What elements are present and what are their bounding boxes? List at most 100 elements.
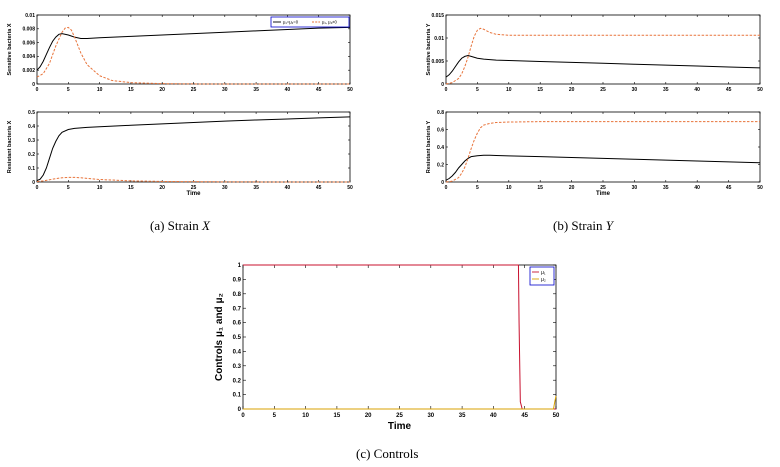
x-tick-label: 5 — [476, 87, 479, 93]
series-line-1 — [445, 27, 760, 85]
x-tick-label: 20 — [159, 185, 165, 191]
x-tick-label: 5 — [273, 413, 277, 419]
x-tick-label: 45 — [521, 413, 528, 419]
x-tick-label: 15 — [334, 413, 341, 419]
y-tick-label: 0.01 — [434, 36, 444, 42]
x-tick-label: 30 — [222, 185, 228, 191]
x-tick-label: 30 — [427, 413, 434, 419]
y-tick-label: 0.5 — [28, 110, 35, 116]
x-tick-label: 50 — [347, 87, 353, 93]
legend-label: μ₂ — [541, 277, 546, 283]
series-line-0 — [36, 26, 351, 71]
y-tick-label: 0 — [441, 180, 444, 186]
plot-frame — [445, 14, 761, 85]
x-tick-label: 10 — [506, 185, 512, 191]
y-axis-label: Controls μ₁ and μ₂ — [214, 293, 225, 381]
chart-b-bottom: 0 5 10 15 20 25 30 35 40 45 50 0 0.2 0.4 0.6 0.8 Time Res… — [426, 110, 763, 197]
x-tick-label: 40 — [490, 413, 497, 419]
y-tick-label: 0 — [32, 82, 35, 88]
y-tick-label: 0 — [441, 82, 444, 88]
y-axis-label: Sensitive bacteria X — [7, 23, 13, 75]
y-tick-label: 0.7 — [233, 306, 242, 312]
y-tick-label: 0 — [238, 407, 242, 413]
x-tick-label: 45 — [726, 87, 732, 93]
x-tick-label: 10 — [506, 87, 512, 93]
x-tick-label: 40 — [694, 185, 700, 191]
x-tick-label: 5 — [67, 185, 70, 191]
x-tick-label: 20 — [365, 413, 372, 419]
legend-box — [270, 16, 350, 28]
series-line-1 — [36, 176, 350, 183]
y-tick-label: 0.2 — [28, 152, 35, 158]
x-tick-label: 35 — [253, 87, 259, 93]
y-axis-label: Resistant bacteria Y — [426, 120, 432, 173]
plot-frame — [242, 264, 557, 410]
x-tick-label: 20 — [569, 87, 575, 93]
x-tick-label: 5 — [476, 185, 479, 191]
x-tick-label: 25 — [600, 87, 606, 93]
x-tick-label: 10 — [302, 413, 309, 419]
y-axis-label: Resistant bacteria X — [7, 120, 13, 173]
y-tick-label: 0.002 — [22, 68, 35, 74]
x-tick-label: 15 — [128, 87, 134, 93]
x-tick-label: 25 — [600, 185, 606, 191]
y-tick-label: 0.008 — [22, 27, 35, 33]
x-tick-label: 45 — [316, 87, 322, 93]
caption-b: (b) Strain Y — [553, 218, 613, 233]
caption-a: (a) Strain X — [150, 218, 210, 233]
y-tick-label: 0.004 — [22, 54, 35, 60]
x-tick-label: 30 — [222, 87, 228, 93]
x-tick-label: 50 — [757, 185, 763, 191]
x-tick-label: 35 — [459, 413, 466, 419]
y-tick-label: 0.3 — [233, 364, 242, 370]
chart-c: 0 5 10 15 20 25 30 35 40 45 50 0 0.1 0.2 0.3 0.4 0.5 0.6 0… — [214, 263, 560, 432]
y-tick-label: 0.2 — [233, 378, 242, 384]
x-tick-label: 0 — [36, 185, 39, 191]
x-tick-label: 45 — [726, 185, 732, 191]
series-line-0 — [243, 264, 556, 410]
x-tick-label: 25 — [191, 87, 197, 93]
y-tick-label: 0.3 — [28, 138, 35, 144]
x-tick-label: 30 — [632, 87, 638, 93]
x-tick-label: 0 — [241, 413, 245, 419]
y-tick-label: 0.5 — [233, 335, 242, 341]
y-tick-label: 0.6 — [233, 321, 242, 327]
y-tick-label: 0.1 — [28, 166, 35, 172]
y-tick-label: 0.4 — [28, 124, 35, 130]
x-tick-label: 50 — [347, 185, 353, 191]
x-tick-label: 40 — [285, 185, 291, 191]
x-tick-label: 25 — [396, 413, 403, 419]
y-axis-label: Sensitive bacteria Y — [426, 23, 432, 75]
legend-label: μ₁ — [541, 270, 546, 276]
legend-label: μ₁=μ₂=0 — [283, 20, 299, 25]
x-tick-label: 0 — [445, 185, 448, 191]
x-tick-label: 50 — [553, 413, 560, 419]
x-tick-label: 30 — [632, 185, 638, 191]
y-tick-label: 0.4 — [233, 350, 242, 356]
x-tick-label: 10 — [97, 185, 103, 191]
y-tick-label: 0.4 — [437, 145, 444, 151]
x-tick-label: 35 — [663, 87, 669, 93]
y-tick-label: 0.6 — [437, 127, 444, 133]
y-tick-label: 0.006 — [22, 40, 35, 46]
x-tick-label: 35 — [663, 185, 669, 191]
y-tick-label: 0.1 — [233, 393, 242, 399]
y-tick-label: 0 — [32, 180, 35, 186]
y-tick-label: 0.8 — [437, 110, 444, 116]
series-line-0 — [445, 54, 761, 78]
x-tick-label: 15 — [537, 185, 543, 191]
x-tick-label: 20 — [569, 185, 575, 191]
x-tick-label: 5 — [67, 87, 70, 93]
x-tick-label: 50 — [757, 87, 763, 93]
x-tick-label: 40 — [694, 87, 700, 93]
legend-label: μ₁, μ₂≠0 — [322, 20, 337, 25]
series-line-1 — [445, 121, 760, 183]
legend-box — [529, 266, 555, 286]
series-line-0 — [36, 116, 351, 182]
x-tick-label: 20 — [159, 87, 165, 93]
x-tick-label: 25 — [191, 185, 197, 191]
x-tick-label: 15 — [537, 87, 543, 93]
y-tick-label: 1 — [238, 263, 242, 269]
